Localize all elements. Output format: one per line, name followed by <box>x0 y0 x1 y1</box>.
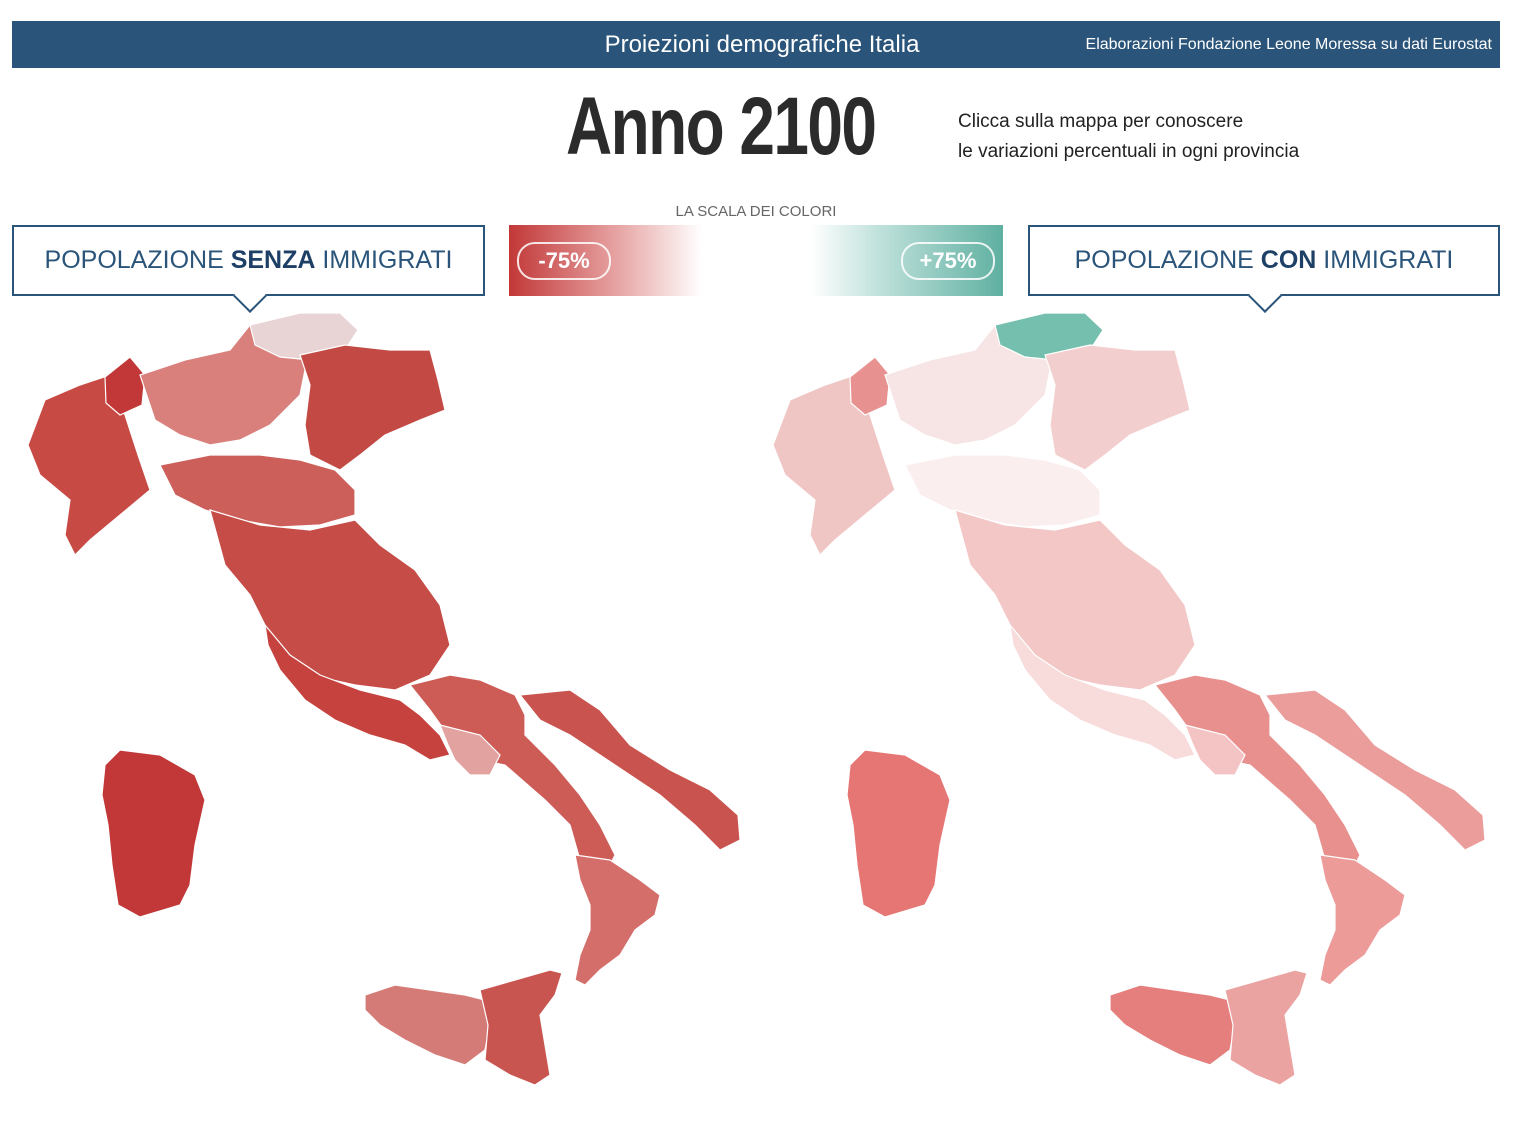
province-region-emilia[interactable] <box>159 454 356 528</box>
province-region-sicily-w[interactable] <box>1109 984 1236 1066</box>
province-region-lazio[interactable] <box>264 622 451 761</box>
province-region-north-west[interactable] <box>27 374 151 557</box>
panel-right-prefix: POPOLAZIONE <box>1074 246 1261 274</box>
scale-max-label: +75% <box>901 242 995 280</box>
province-region-sardinia[interactable] <box>846 749 951 918</box>
province-region-aosta[interactable] <box>104 356 146 416</box>
province-region-north-west[interactable] <box>772 374 896 557</box>
panel-right-suffix: IMMIGRATI <box>1316 246 1454 274</box>
panel-title-with-immigrants: POPOLAZIONE CON IMMIGRATI <box>1028 225 1500 313</box>
province-region-aosta[interactable] <box>849 356 891 416</box>
province-region-northeast[interactable] <box>299 344 446 471</box>
map-without-immigrants[interactable] <box>10 305 750 1105</box>
province-region-center[interactable] <box>954 509 1196 691</box>
source-credit: Elaborazioni Fondazione Leone Moressa su… <box>1085 36 1492 53</box>
province-region-emilia[interactable] <box>904 454 1101 528</box>
instructions-text: Clicca sulla mappa per conoscere le vari… <box>958 107 1299 167</box>
province-region-northeast[interactable] <box>1044 344 1191 471</box>
province-region-sicily-w[interactable] <box>364 984 491 1066</box>
province-region-campania-coast[interactable] <box>1184 724 1246 776</box>
header-bar: Proiezioni demografiche Italia Elaborazi… <box>12 21 1500 68</box>
page-title: Proiezioni demografiche Italia <box>604 31 920 58</box>
province-region-center[interactable] <box>209 509 451 691</box>
province-region-sicily-e[interactable] <box>1224 969 1308 1086</box>
scale-min-label: -75% <box>517 242 611 280</box>
year-title: Anno 2100 <box>566 81 877 172</box>
left-italy-map[interactable] <box>10 305 750 1105</box>
panel-left-emphasis: SENZA <box>230 246 316 274</box>
province-region-calabria[interactable] <box>1319 854 1406 986</box>
province-region-calabria[interactable] <box>574 854 661 986</box>
province-region-puglia[interactable] <box>1263 689 1486 851</box>
province-region-sicily-e[interactable] <box>479 969 563 1086</box>
color-scale-legend: -75% +75% <box>509 225 1003 296</box>
instructions-line-2: le variazioni percentuali in ogni provin… <box>958 141 1300 162</box>
panel-left-suffix: IMMIGRATI <box>315 246 453 274</box>
panel-left-prefix: POPOLAZIONE <box>44 246 231 274</box>
right-italy-map[interactable] <box>755 305 1495 1105</box>
province-region-sardinia[interactable] <box>101 749 206 918</box>
map-with-immigrants[interactable] <box>755 305 1495 1105</box>
panel-title-without-immigrants: POPOLAZIONE SENZA IMMIGRATI <box>12 225 485 313</box>
instructions-line-1: Clicca sulla mappa per conoscere <box>958 111 1244 132</box>
color-scale-caption: LA SCALA DEI COLORI <box>675 203 837 220</box>
province-region-campania-coast[interactable] <box>439 724 501 776</box>
province-region-puglia[interactable] <box>518 689 741 851</box>
province-region-lazio[interactable] <box>1009 622 1196 761</box>
panel-right-emphasis: CON <box>1260 246 1317 274</box>
